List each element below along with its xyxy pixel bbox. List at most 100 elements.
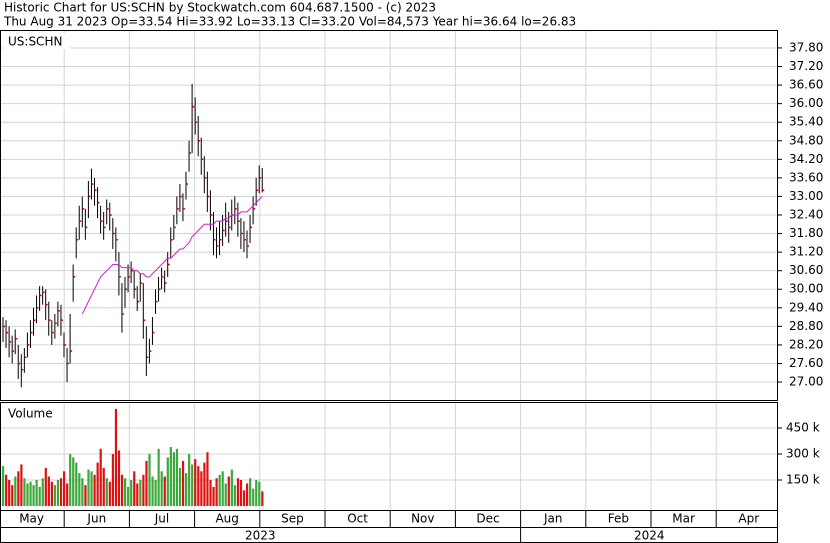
volume-bar bbox=[154, 479, 157, 506]
volume-bar bbox=[239, 479, 243, 506]
volume-bar bbox=[8, 479, 11, 506]
y-tick-label: 34.20 bbox=[789, 152, 823, 166]
y-tick-label: 36.60 bbox=[789, 78, 823, 92]
volume-bar bbox=[258, 481, 261, 506]
y-tick-label: 27.60 bbox=[789, 356, 823, 370]
volume-bar bbox=[111, 453, 114, 506]
volume-bar bbox=[63, 471, 66, 506]
x-tick-label: Apr bbox=[738, 512, 759, 526]
volume-bar bbox=[66, 483, 69, 506]
y-tick-label: 36.00 bbox=[789, 96, 823, 110]
x-tick-label: Oct bbox=[347, 512, 368, 526]
volume-bar bbox=[127, 486, 130, 506]
volume-bar bbox=[102, 467, 105, 506]
x-tick-label: Feb bbox=[608, 512, 629, 526]
volume-bar bbox=[197, 466, 200, 506]
volume-bar bbox=[11, 485, 14, 506]
volume-bar bbox=[81, 478, 84, 506]
volume-bar bbox=[105, 478, 108, 506]
volume-bar bbox=[163, 476, 166, 506]
y-tick-label: 33.60 bbox=[789, 170, 823, 184]
volume-bar bbox=[206, 452, 209, 506]
volume-bar bbox=[38, 486, 41, 506]
volume-bar bbox=[93, 474, 96, 506]
volume-bar bbox=[139, 479, 142, 506]
volume-bar bbox=[50, 481, 53, 506]
price-frame bbox=[0, 30, 778, 401]
volume-bar bbox=[133, 471, 136, 506]
volume-bar bbox=[169, 447, 172, 506]
volume-bar bbox=[255, 479, 258, 506]
volume-bar bbox=[191, 464, 194, 506]
volume-bar bbox=[145, 460, 148, 506]
y-tick-label: 28.20 bbox=[789, 337, 823, 351]
volume-bar bbox=[26, 483, 29, 506]
y2-tick-label: 450 k bbox=[786, 420, 820, 434]
y-tick-label: 34.80 bbox=[789, 133, 823, 147]
volume-bar bbox=[78, 473, 81, 506]
volume-bar bbox=[185, 473, 188, 506]
y-tick-label: 33.00 bbox=[789, 189, 823, 203]
volume-bar bbox=[90, 471, 93, 506]
volume-box bbox=[4, 405, 60, 421]
volume-bar bbox=[188, 453, 191, 506]
x-tick-label: Mar bbox=[672, 512, 695, 526]
volume-bar bbox=[96, 462, 99, 506]
volume-bar bbox=[47, 476, 50, 506]
volume-bar bbox=[20, 464, 23, 506]
x-tick-label: May bbox=[19, 512, 44, 526]
y2-tick-label: 150 k bbox=[786, 472, 820, 486]
volume-bar bbox=[215, 478, 218, 506]
volume-bar bbox=[246, 483, 249, 506]
volume-bar bbox=[41, 478, 44, 506]
volume-bar bbox=[233, 485, 236, 506]
x-tick-label: Sep bbox=[281, 512, 304, 526]
volume-bar bbox=[166, 457, 169, 506]
volume-bar bbox=[261, 491, 264, 506]
volume-bar bbox=[23, 478, 26, 506]
y-tick-label: 37.20 bbox=[789, 59, 823, 73]
volume-bar bbox=[252, 488, 255, 506]
moving-average bbox=[81, 196, 263, 315]
volume-bar bbox=[75, 462, 78, 506]
volume-bar bbox=[124, 478, 127, 506]
volume-bar bbox=[17, 471, 20, 506]
y-tick-label: 31.20 bbox=[789, 245, 823, 259]
volume-bar bbox=[157, 448, 160, 506]
volume-bar bbox=[72, 457, 75, 506]
volume-bar bbox=[53, 485, 57, 506]
volume-bar bbox=[218, 474, 221, 506]
chart-title: Historic Chart for US:SCHN by Stockwatch… bbox=[4, 1, 436, 15]
x-tick-label: Jan bbox=[543, 512, 563, 526]
x-tick-label: Jun bbox=[86, 512, 106, 526]
symbol-label: US:SCHN bbox=[8, 35, 62, 49]
y2-tick-label: 300 k bbox=[786, 446, 820, 460]
volume-bar bbox=[249, 478, 252, 506]
symbol-box bbox=[4, 33, 70, 49]
volume-bar bbox=[221, 471, 224, 506]
volume-bar bbox=[44, 467, 47, 506]
y-tick-label: 37.80 bbox=[789, 40, 823, 54]
y-tick-label: 30.60 bbox=[789, 263, 823, 277]
y-tick-label: 27.00 bbox=[789, 375, 823, 389]
volume-bar bbox=[200, 471, 203, 506]
volume-bar bbox=[59, 478, 63, 506]
volume-bar bbox=[56, 479, 60, 506]
volume-bar bbox=[120, 474, 124, 506]
volume-bar bbox=[236, 478, 240, 506]
volume-bar bbox=[117, 450, 121, 506]
volume-bar bbox=[87, 469, 90, 506]
volume-bar bbox=[99, 448, 102, 506]
volume-bar bbox=[2, 466, 5, 506]
year-label: 2023 bbox=[245, 529, 276, 543]
volume-bar bbox=[227, 476, 230, 506]
year-label: 2024 bbox=[634, 529, 665, 543]
volume-bar bbox=[212, 486, 215, 506]
x-tick-label: Aug bbox=[215, 512, 238, 526]
volume-bar bbox=[84, 485, 87, 506]
y-tick-label: 30.00 bbox=[789, 282, 823, 296]
x-tick-label: Jul bbox=[154, 512, 169, 526]
y-tick-label: 32.40 bbox=[789, 208, 823, 222]
